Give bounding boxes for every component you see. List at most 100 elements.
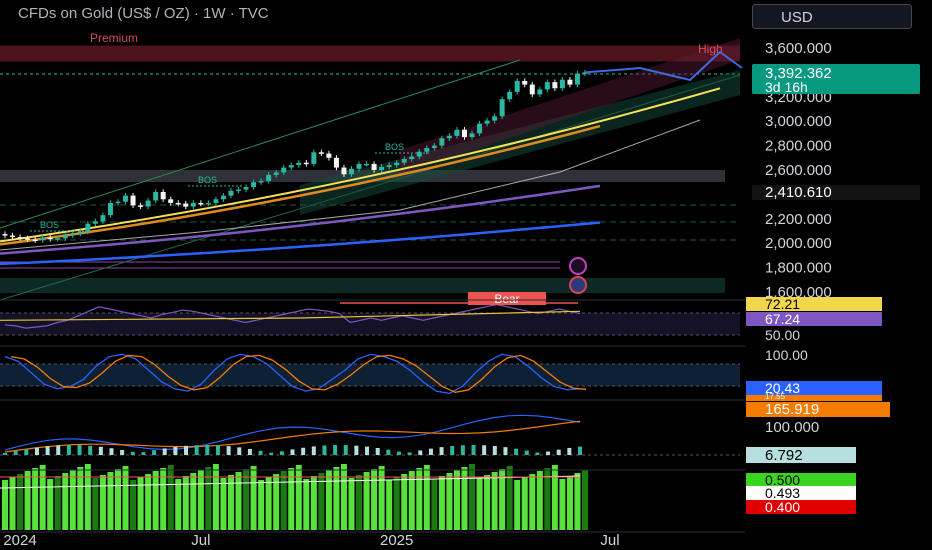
candle-body: [431, 145, 437, 149]
vol-value-3: 0.400: [765, 499, 800, 515]
osc-tick-label: 100.000: [765, 419, 819, 436]
stoch-k-tag: [746, 381, 882, 395]
volume-bar: [431, 479, 438, 530]
ema-line-3: [0, 221, 601, 266]
time-tick-label: 2025: [380, 532, 413, 549]
osc-bar: [194, 445, 199, 455]
candle-body: [559, 79, 565, 89]
volume-bar: [499, 469, 506, 530]
volume-bar: [408, 471, 415, 530]
bear-label: Bear: [494, 292, 519, 306]
volume-bar: [258, 480, 265, 530]
volume-bar: [506, 466, 513, 530]
volume-bar: [469, 464, 476, 530]
stoch-d-line: [10, 354, 587, 393]
volume-bar: [574, 473, 581, 530]
candle-body: [409, 156, 415, 160]
discount-zone: [0, 278, 725, 293]
volume-bar: [114, 469, 121, 530]
candle-body: [341, 167, 347, 175]
volume-bar: [39, 465, 46, 530]
volume-bar: [529, 474, 536, 530]
bos-label-1: BOS: [198, 175, 217, 185]
price-tick-label: 3,600.000: [765, 40, 832, 57]
candle-body: [153, 191, 159, 201]
candle-body: [401, 159, 407, 163]
candle-body: [198, 202, 204, 205]
volume-bar: [551, 465, 558, 530]
candle-body: [70, 233, 76, 236]
volume-bar: [363, 472, 370, 530]
flag-icon: [569, 276, 587, 294]
candle-body: [507, 91, 513, 100]
osc-value: 165.919: [765, 401, 819, 418]
candle-body: [537, 89, 543, 95]
volume-bar: [265, 477, 272, 530]
osc-bar: [205, 445, 210, 455]
osc-bar: [120, 449, 125, 455]
price-tick-label: 2,200.000: [765, 211, 832, 228]
volume-bar: [2, 480, 8, 530]
osc-bar: [77, 445, 82, 455]
volume-bar: [386, 480, 393, 530]
volume-ma-line: [0, 475, 581, 489]
osc-bar: [471, 445, 476, 455]
volume-bar: [273, 474, 280, 530]
osc-bar: [375, 448, 380, 455]
volume-bar: [544, 468, 551, 530]
osc-bar: [535, 452, 540, 455]
volume-bar: [77, 467, 84, 530]
volume-bar: [167, 465, 174, 530]
current-price-tag: [752, 64, 920, 94]
candle-body: [281, 167, 287, 173]
time-tick-label: 2024: [3, 532, 36, 549]
osc-bar: [450, 445, 455, 455]
vol-value-1: 0.500: [765, 472, 800, 488]
osc-bar: [226, 446, 231, 455]
candle-body: [100, 215, 106, 222]
osc-bar: [98, 446, 103, 455]
volume-bar: [295, 465, 302, 530]
candle-body: [175, 202, 181, 205]
candle-body: [386, 165, 392, 167]
candle-body: [25, 238, 31, 240]
osc-bar: [396, 451, 401, 455]
volume-bar: [438, 476, 445, 530]
osc-signal-line: [4, 420, 581, 453]
osc-signal-tag: [746, 447, 856, 463]
osc-bar: [152, 450, 157, 455]
candle-body: [183, 203, 189, 207]
volume-bar: [220, 478, 227, 530]
volume-bar: [243, 469, 250, 530]
currency-selector[interactable]: USD: [752, 4, 912, 29]
volume-bar: [340, 464, 347, 530]
osc-bar: [34, 447, 39, 455]
candle-body: [348, 168, 354, 175]
candle-body: [469, 133, 475, 138]
osc-bar: [322, 445, 327, 455]
price-tick-label: 1,600.000: [765, 284, 832, 301]
bos-label-0: BOS: [40, 220, 59, 230]
candle-body: [17, 237, 23, 239]
candle-body: [47, 237, 53, 240]
vol-tag-2: [746, 486, 856, 500]
volume-bar: [92, 478, 99, 530]
candle-body: [318, 152, 324, 154]
osc-line: [4, 414, 581, 451]
volume-bar: [182, 476, 189, 530]
candle-body: [92, 221, 98, 224]
candle-body: [296, 162, 302, 166]
osc-bar: [301, 447, 306, 455]
volume-bar: [348, 478, 355, 530]
volume-bar: [99, 475, 106, 530]
candle-body: [243, 187, 249, 190]
volume-bar: [325, 470, 332, 530]
stoch-tick-label: 100.00: [765, 347, 808, 363]
candle-body: [160, 191, 166, 200]
ema-line-white: [0, 119, 701, 251]
candle-body: [168, 199, 174, 203]
ema-line-2: [0, 184, 601, 255]
price-tick-label: 1,800.000: [765, 260, 832, 277]
